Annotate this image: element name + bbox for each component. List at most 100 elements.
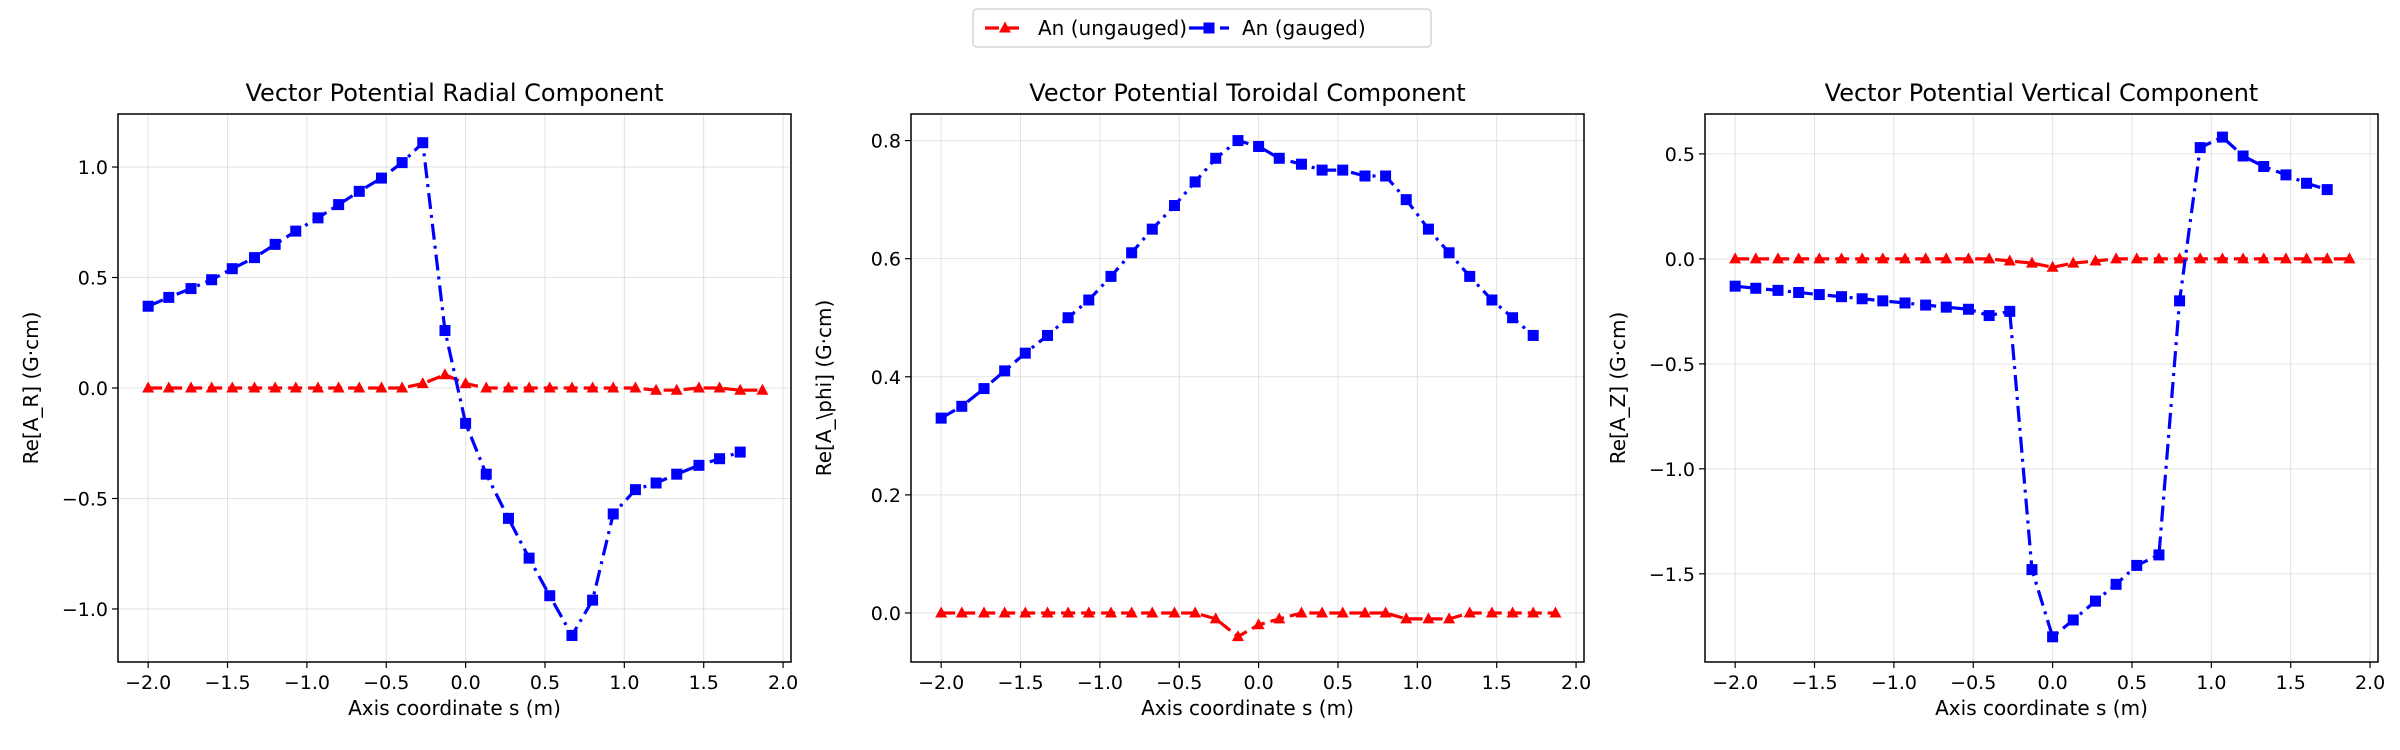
- x-tick-label: 1.0: [1402, 672, 1432, 694]
- data-point: [1749, 252, 1762, 264]
- data-point: [999, 365, 1011, 377]
- data-point: [1877, 295, 1889, 307]
- data-point: [1549, 606, 1562, 618]
- x-tick-label: 1.5: [689, 672, 719, 694]
- data-point: [185, 283, 197, 295]
- data-point: [2237, 150, 2249, 162]
- x-tick-label: −2.0: [1712, 672, 1758, 694]
- y-axis-label: Re[A_\phi] (G·cm): [812, 300, 836, 477]
- data-point: [206, 274, 218, 286]
- data-point: [1104, 606, 1117, 618]
- chart-title: Vector Potential Vertical Component: [1825, 79, 2259, 107]
- data-point: [955, 606, 968, 618]
- y-tick-label: −1.5: [1649, 564, 1695, 586]
- data-point: [1146, 606, 1159, 618]
- data-point: [416, 377, 429, 389]
- data-point: [2067, 256, 2080, 268]
- data-point: [756, 383, 769, 395]
- data-point: [1168, 606, 1181, 618]
- data-point: [1898, 252, 1911, 264]
- data-point: [586, 381, 599, 393]
- legend-item-ungauged: An (ungauged): [985, 16, 1187, 40]
- data-point: [2194, 252, 2207, 264]
- data-point: [1983, 310, 1995, 322]
- x-tick-label: 2.0: [1561, 672, 1591, 694]
- x-tick-label: 1.0: [609, 672, 639, 694]
- data-point: [1062, 606, 1075, 618]
- data-point: [734, 446, 746, 458]
- data-point: [713, 381, 726, 393]
- data-point: [1443, 247, 1455, 259]
- data-point: [607, 381, 620, 393]
- data-point: [565, 381, 578, 393]
- x-tick-label: −1.5: [1791, 672, 1837, 694]
- y-tick-label: 0.2: [871, 485, 901, 507]
- data-point: [439, 325, 451, 337]
- data-point: [2237, 252, 2250, 264]
- data-point: [1443, 612, 1456, 624]
- x-tick-label: 0.5: [1323, 672, 1353, 694]
- legend-marker: [1203, 22, 1215, 34]
- data-point: [2025, 256, 2038, 268]
- data-point: [978, 606, 991, 618]
- data-point: [1168, 200, 1180, 212]
- series-ungauged: [935, 606, 1562, 642]
- data-point: [2046, 260, 2059, 272]
- data-point: [1983, 252, 1996, 264]
- x-tick-label: −0.5: [1950, 672, 1996, 694]
- data-point: [163, 291, 175, 303]
- data-point: [2280, 169, 2292, 181]
- data-point: [248, 381, 261, 393]
- data-point: [1041, 606, 1054, 618]
- data-point: [1836, 291, 1848, 303]
- y-tick-label: −0.5: [1649, 354, 1695, 376]
- y-tick-label: 0.6: [871, 249, 901, 271]
- data-point: [1295, 158, 1307, 170]
- data-point: [587, 594, 599, 606]
- data-point: [650, 477, 662, 489]
- data-point: [1729, 252, 1742, 264]
- data-point: [1082, 606, 1095, 618]
- data-point: [2067, 614, 2079, 626]
- data-point: [1792, 252, 1805, 264]
- data-point: [1105, 270, 1117, 282]
- data-point: [1813, 252, 1826, 264]
- data-point: [2110, 252, 2123, 264]
- data-point: [1042, 329, 1054, 341]
- data-point: [1835, 252, 1848, 264]
- data-point: [1358, 606, 1371, 618]
- data-point: [1507, 312, 1519, 324]
- data-point: [1316, 164, 1328, 176]
- data-point: [417, 137, 429, 149]
- data-point: [1019, 606, 1032, 618]
- data-point: [1772, 284, 1784, 296]
- data-point: [2131, 559, 2143, 571]
- data-point: [956, 400, 968, 412]
- data-point: [1919, 252, 1932, 264]
- data-point: [1464, 270, 1476, 282]
- data-point: [312, 212, 324, 224]
- data-point: [2130, 252, 2143, 264]
- data-point: [2216, 252, 2229, 264]
- data-point: [1295, 606, 1308, 618]
- data-point: [1083, 294, 1095, 306]
- data-point: [1062, 312, 1074, 324]
- data-point: [1126, 247, 1138, 259]
- data-point: [1209, 612, 1222, 624]
- data-point: [2343, 252, 2356, 264]
- data-point: [1463, 606, 1476, 618]
- x-tick-label: 0.5: [530, 672, 560, 694]
- data-point: [2257, 252, 2270, 264]
- data-point: [1422, 223, 1434, 235]
- data-point: [1729, 280, 1741, 292]
- data-point: [2300, 252, 2313, 264]
- data-point: [1380, 170, 1392, 182]
- data-point: [1899, 297, 1911, 309]
- y-tick-label: 0.4: [871, 367, 901, 389]
- data-point: [289, 381, 302, 393]
- data-point: [1189, 176, 1201, 188]
- x-tick-label: 2.0: [768, 672, 798, 694]
- data-point: [2258, 160, 2270, 172]
- data-point: [249, 252, 261, 264]
